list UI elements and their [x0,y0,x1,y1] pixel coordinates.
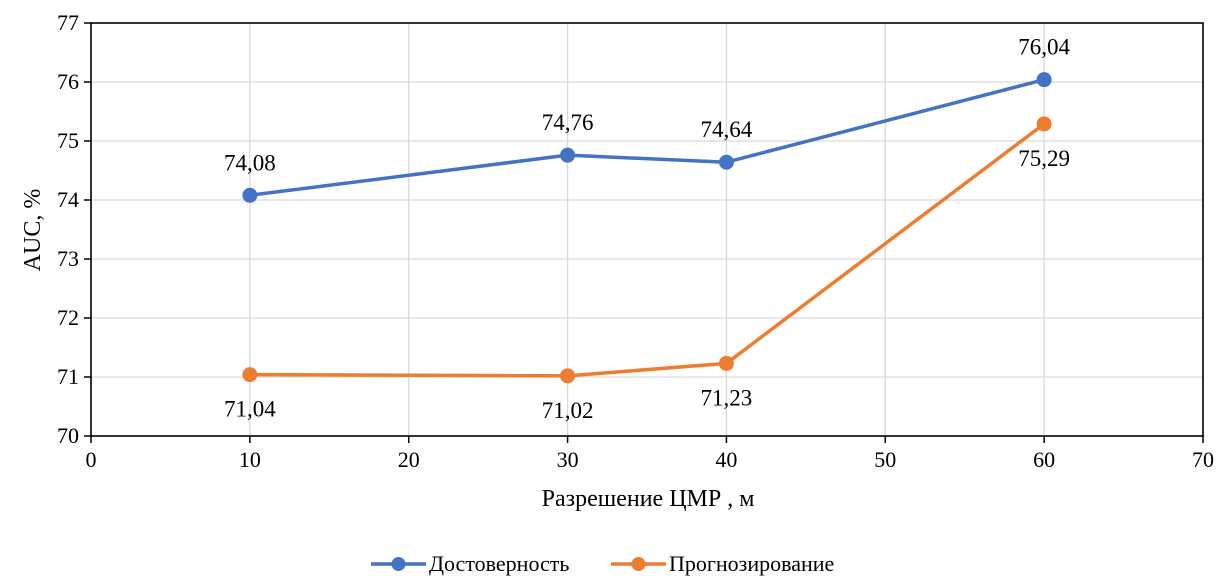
data-point [718,355,734,371]
data-label: 76,04 [1018,35,1070,60]
legend-label: Достоверность [429,551,569,576]
data-label: 71,04 [224,397,276,422]
y-tick-label: 73 [57,246,79,271]
x-tick-label: 0 [86,447,97,472]
x-tick-label: 10 [239,447,261,472]
x-axis-title: Разрешение ЦМР , м [542,486,755,512]
data-label: 75,29 [1018,146,1070,171]
legend-swatch-marker [391,557,406,571]
data-point [242,367,258,383]
y-tick-label: 77 [57,10,79,35]
data-point [242,187,258,203]
y-axis-title: AUC, % [20,189,46,272]
x-tick-label: 40 [715,447,737,472]
y-tick-label: 76 [57,69,79,94]
data-point [560,147,576,163]
axes [84,22,1204,443]
series-lines [242,72,1052,384]
tick-labels: 70 71 72 73 74 75 76 77 0 10 20 30 40 50 60 70 [57,10,1214,472]
data-label: 74,76 [542,110,594,135]
legend: Достоверность Прогнозирование [371,551,834,576]
data-point [1036,116,1052,132]
y-tick-label: 75 [57,128,79,153]
series-line-1 [249,77,1045,198]
data-label: 71,02 [542,398,594,423]
x-tick-label: 60 [1033,447,1055,472]
x-tick-label: 70 [1192,447,1214,472]
plot-frame [90,22,1204,437]
data-label: 74,08 [224,150,276,175]
data-point [718,154,734,170]
y-tick-label: 70 [57,423,79,448]
x-tick-label: 30 [557,447,579,472]
data-label: 71,23 [701,385,753,410]
legend-swatch-marker [631,557,646,571]
y-tick-label: 71 [57,364,79,389]
data-point [1036,72,1052,88]
data-point [560,368,576,384]
series-line-2 [249,122,1046,378]
y-tick-label: 74 [57,187,79,212]
x-tick-label: 20 [398,447,420,472]
legend-label: Прогнозирование [669,551,834,576]
y-tick-label: 72 [57,305,79,330]
data-labels: 74,08 74,76 74,64 76,04 71,04 71,02 71,23 75,29 [224,35,1071,423]
data-label: 74,64 [701,117,753,142]
x-tick-label: 50 [874,447,896,472]
